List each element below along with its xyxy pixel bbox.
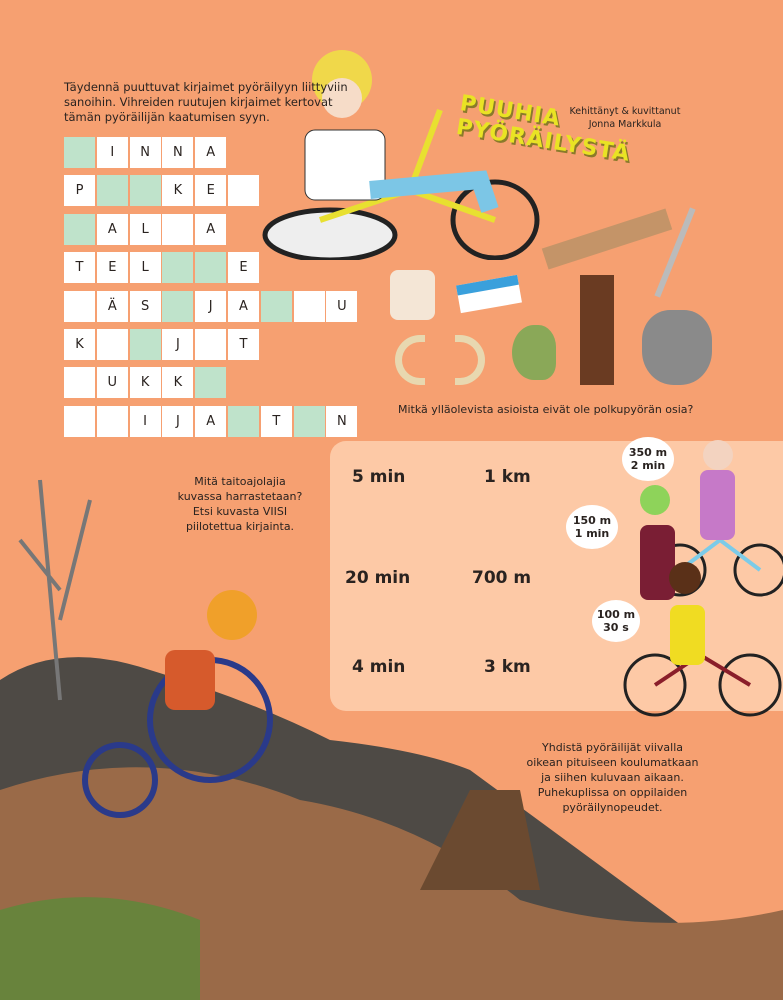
crossword-cell[interactable]: K (162, 175, 194, 207)
crossword-cell[interactable] (96, 329, 128, 360)
distance-option[interactable]: 700 m (472, 568, 532, 588)
crossword-cell[interactable]: N (326, 405, 358, 437)
bubble-time: 2 min (630, 459, 666, 472)
distance-option[interactable]: 3 km (484, 657, 531, 677)
forest-landscape-illustration (0, 479, 783, 1000)
crossword-cell[interactable]: T (260, 405, 292, 437)
crossword-cell[interactable]: A (96, 213, 128, 245)
crossword-cell[interactable]: S (129, 290, 161, 322)
crossword-cell[interactable]: Ä (96, 290, 128, 322)
credits: Kehittänyt & kuvittanut Jonna Markkula (560, 105, 690, 131)
crossword-cell-green[interactable] (162, 290, 194, 322)
bubble-distance: 100 m (596, 608, 636, 621)
crossword-instructions: Täydennä puuttuvat kirjaimet pyöräilyyn … (64, 80, 348, 124)
crossword-cell[interactable]: A (195, 137, 227, 168)
instruction-line: ja siihen kuluvaan aikaan. (541, 771, 684, 784)
time-option[interactable]: 4 min (352, 657, 406, 677)
student-cyclists-illustration (623, 440, 783, 717)
crossword-cell[interactable]: E (96, 252, 128, 284)
crossword-cell[interactable] (293, 290, 325, 322)
crossword-cell[interactable]: A (195, 213, 227, 245)
crossword-cell[interactable]: I (129, 405, 161, 437)
crossword-cell[interactable]: L (129, 213, 161, 245)
objects-question: Mitkä ylläolevista asioista eivät ole po… (398, 403, 694, 416)
skill-question-line: Mitä taitoajolajia (194, 475, 286, 488)
crossword-cell[interactable]: A (195, 405, 227, 437)
crossword-cell-green[interactable] (64, 213, 95, 245)
crossword-cell[interactable]: E (228, 252, 259, 284)
wooden-plank-icon (541, 208, 673, 270)
bubble-time: 30 s (603, 621, 629, 634)
matching-instructions: Yhdistä pyöräilijät viivalla oikean pitu… (520, 740, 705, 815)
crossword-cell-green[interactable] (162, 252, 194, 284)
crossword-cell-green[interactable] (129, 329, 161, 360)
crossword-cell[interactable] (96, 405, 128, 437)
crossword-cell[interactable]: J (195, 290, 227, 322)
fallen-cyclist-illustration (262, 50, 540, 260)
bird-icon (512, 325, 556, 380)
instruction-line: Yhdistä pyöräilijät viivalla (542, 741, 683, 754)
crossword-cell[interactable]: T (228, 329, 259, 360)
bubble-distance: 150 m (572, 514, 612, 527)
crossword-cell[interactable]: U (326, 290, 358, 322)
crossword-cell-green[interactable] (260, 290, 292, 322)
crossword-cell-green[interactable] (195, 367, 227, 399)
horn-icon (395, 335, 425, 385)
skill-question-line: piilotettua kirjainta. (185, 520, 295, 533)
crossword-cell[interactable]: N (129, 137, 161, 168)
crossword-cell[interactable]: K (64, 329, 95, 360)
skill-question-line: Etsi kuvasta VIISI (192, 505, 288, 518)
crossword-cell[interactable]: N (162, 137, 194, 168)
crossword-cell[interactable]: J (162, 405, 194, 437)
crossword-cell[interactable] (64, 367, 95, 399)
crossword-cell[interactable]: P (64, 175, 95, 207)
crossword-cell[interactable] (64, 405, 95, 437)
crossword-cell[interactable] (228, 175, 259, 207)
instruction-line: Puhekuplissa on oppilaiden (537, 786, 688, 799)
crossword-cell[interactable]: K (129, 367, 161, 399)
horn-icon (455, 335, 485, 385)
crossword-cell[interactable]: I (96, 137, 128, 168)
crossword-cell[interactable] (195, 329, 227, 360)
crossword-cell[interactable]: T (64, 252, 95, 284)
crossword-cell-green[interactable] (228, 405, 259, 437)
crossword-cell[interactable]: E (195, 175, 227, 207)
crossword-cell-green[interactable] (96, 175, 128, 207)
crossword-cell-green[interactable] (129, 175, 161, 207)
crossword-cell[interactable] (162, 213, 194, 245)
crossword-cell[interactable] (64, 290, 95, 322)
crossword-cell[interactable]: U (96, 367, 128, 399)
crossword-cell-green[interactable] (195, 252, 227, 284)
credit-line-1: Kehittänyt & kuvittanut (569, 106, 681, 117)
crossword-cell[interactable]: L (129, 252, 161, 284)
skill-question: Mitä taitoajolajia kuvassa harrastetaan?… (160, 474, 320, 534)
distance-option[interactable]: 1 km (484, 467, 531, 487)
speech-bubble: 100 m 30 s (592, 600, 640, 642)
skill-question-line: kuvassa harrastetaan? (177, 490, 303, 503)
crossword-cell-green[interactable] (293, 405, 325, 437)
toilet-roll-icon (390, 270, 435, 320)
crossword-cell[interactable]: J (162, 329, 194, 360)
bubble-distance: 350 m (628, 446, 668, 459)
time-option[interactable]: 5 min (352, 467, 406, 487)
crossword-cell[interactable]: A (228, 290, 259, 322)
tree-trunk-icon (580, 275, 614, 385)
instruction-line: pyöräilynopeudet. (562, 801, 663, 814)
crossword-cell-green[interactable] (64, 137, 95, 168)
credit-line-2: Jonna Markkula (588, 119, 662, 130)
instruction-line: oikean pituiseen koulumatkaan (526, 756, 699, 769)
bubble-time: 1 min (574, 527, 610, 540)
crossword-cell[interactable]: K (162, 367, 194, 399)
time-option[interactable]: 20 min (345, 568, 411, 588)
eraser-icon (456, 274, 522, 314)
cat-icon (642, 310, 712, 385)
